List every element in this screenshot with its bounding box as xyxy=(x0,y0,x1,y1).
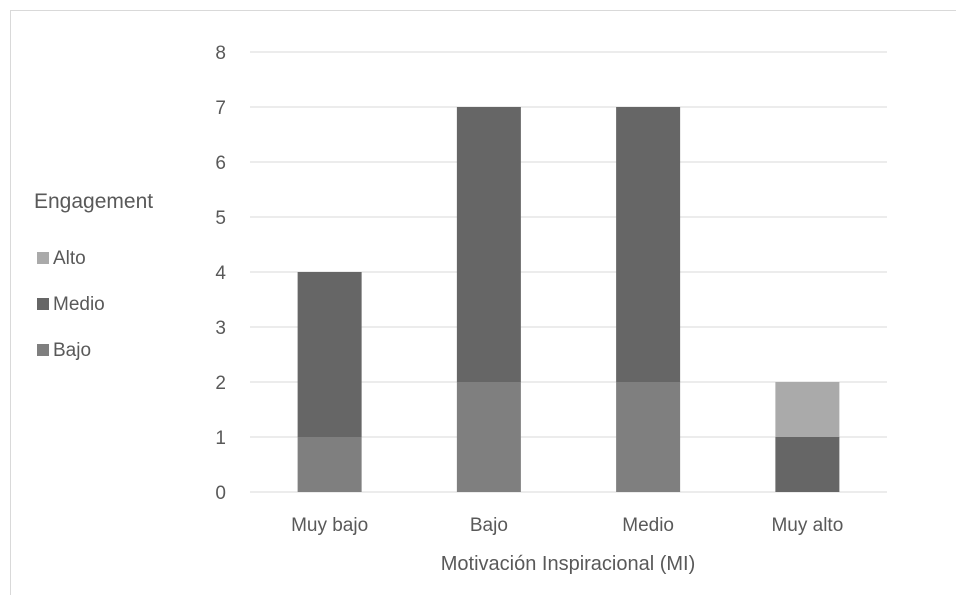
gridlines xyxy=(250,51,887,493)
bar-bajo-bajo xyxy=(456,382,521,492)
bar-bajo-muy-bajo xyxy=(297,437,362,492)
x-axis-label: Motivación Inspiracional (MI) xyxy=(441,553,696,575)
y-tick-label: 0 xyxy=(215,483,226,504)
legend-label-bajo: Bajo xyxy=(53,340,91,361)
y-tick-label: 2 xyxy=(215,373,226,394)
legend-title: Engagement xyxy=(34,190,153,213)
legend-label-alto: Alto xyxy=(53,248,86,269)
legend-swatch-alto xyxy=(37,252,49,264)
y-axis-ticks: 0 1 2 3 4 5 6 7 8 xyxy=(215,43,226,504)
x-tick-label: Muy bajo xyxy=(291,515,368,536)
bars xyxy=(297,107,840,492)
y-tick-label: 8 xyxy=(215,43,226,64)
chart-frame xyxy=(10,10,956,595)
bar-medio-medio xyxy=(616,107,681,382)
bar-alto-muy-alto xyxy=(775,382,840,437)
y-tick-label: 4 xyxy=(215,263,226,284)
y-tick-label: 3 xyxy=(215,318,226,339)
y-tick-label: 1 xyxy=(215,428,226,449)
bar-medio-bajo xyxy=(456,107,521,382)
legend: Engagement Alto Medio Bajo xyxy=(34,190,153,361)
x-tick-label: Medio xyxy=(622,515,674,536)
legend-swatch-bajo xyxy=(37,344,49,356)
y-tick-label: 6 xyxy=(215,153,226,174)
bar-medio-muy-bajo xyxy=(297,272,362,437)
legend-label-medio: Medio xyxy=(53,294,105,315)
y-tick-label: 7 xyxy=(215,98,226,119)
x-axis-ticks: Muy bajo Bajo Medio Muy alto xyxy=(291,515,843,536)
x-tick-label: Muy alto xyxy=(771,515,843,536)
y-tick-label: 5 xyxy=(215,208,226,229)
bar-bajo-medio xyxy=(616,382,681,492)
x-tick-label: Bajo xyxy=(470,515,508,536)
bar-medio-muy-alto xyxy=(775,437,840,492)
legend-swatch-medio xyxy=(37,298,49,310)
